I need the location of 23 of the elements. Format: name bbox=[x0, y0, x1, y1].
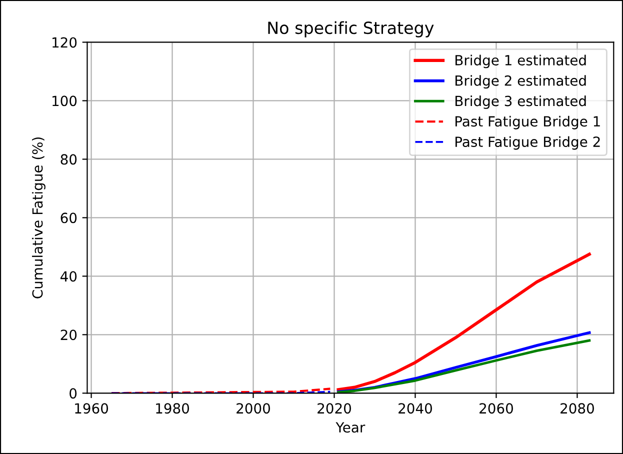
x-tick-label: 1960 bbox=[75, 403, 108, 414]
legend-label: Bridge 2 estimated bbox=[456, 75, 586, 89]
legend-label: Bridge 1 estimated bbox=[456, 54, 586, 68]
x-tick-label: 2060 bbox=[480, 403, 513, 414]
x-tick-label: 2020 bbox=[318, 403, 351, 414]
y-tick-label: 0 bbox=[70, 388, 77, 399]
y-tick-label: 100 bbox=[52, 96, 77, 106]
x-tick-label: 2000 bbox=[236, 403, 270, 414]
legend-label: Past Fatigue Bridge 1 bbox=[456, 116, 600, 130]
y-tick-label: 40 bbox=[60, 271, 77, 282]
y-tick-label: 80 bbox=[60, 154, 77, 165]
y-tick-label: 60 bbox=[60, 212, 77, 224]
y-axis-title: Cumulative Fatigue (%) bbox=[32, 137, 46, 298]
legend-label: Past Fatigue Bridge 2 bbox=[456, 136, 600, 150]
y-tick-label: 120 bbox=[52, 37, 77, 48]
legend-label: Bridge 3 estimated bbox=[456, 95, 586, 109]
x-tick-label: 1980 bbox=[156, 403, 190, 414]
x-tick-label: 2040 bbox=[398, 403, 432, 414]
chart-title: No specific Strategy bbox=[268, 21, 434, 38]
x-axis-title: Year bbox=[336, 422, 366, 433]
x-tick-label: 2080 bbox=[560, 403, 594, 414]
line-series bbox=[336, 252, 591, 392]
y-tick-label: 20 bbox=[60, 330, 77, 340]
